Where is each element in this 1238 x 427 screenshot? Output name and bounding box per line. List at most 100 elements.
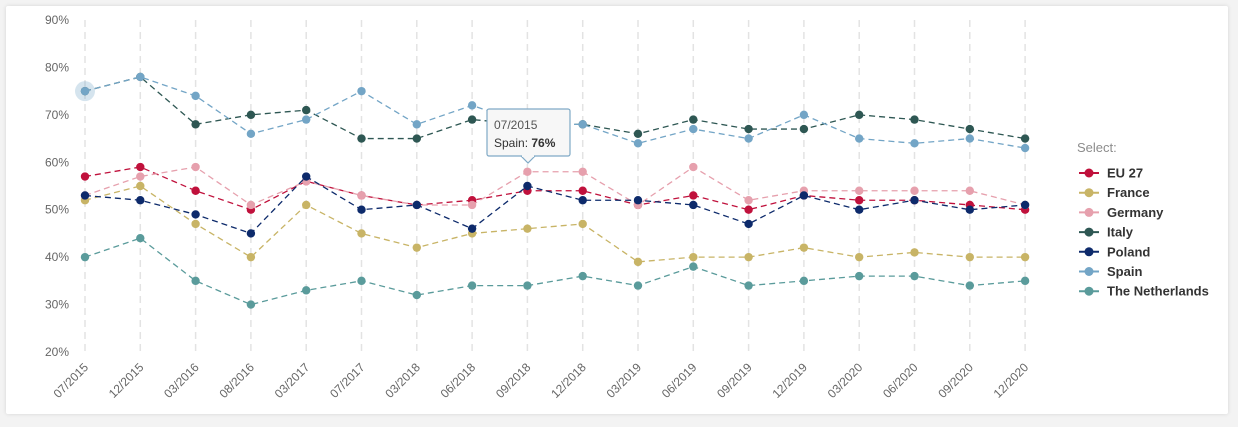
data-point[interactable]	[799, 124, 809, 134]
data-point[interactable]	[578, 219, 587, 229]
data-point[interactable]	[246, 252, 256, 262]
data-point[interactable]	[965, 281, 974, 290]
data-point[interactable]	[523, 281, 532, 290]
data-point[interactable]	[357, 86, 366, 96]
data-point[interactable]	[302, 200, 311, 210]
data-point[interactable]	[633, 257, 643, 267]
data-point[interactable]	[744, 205, 753, 214]
data-point[interactable]	[689, 262, 698, 271]
data-point[interactable]	[136, 196, 145, 205]
data-point[interactable]	[578, 186, 587, 195]
data-point[interactable]	[855, 110, 864, 120]
data-point[interactable]	[910, 139, 919, 148]
data-point[interactable]	[799, 191, 809, 200]
data-point[interactable]	[910, 186, 919, 195]
data-point[interactable]	[136, 181, 145, 191]
data-point[interactable]	[191, 91, 200, 101]
data-point[interactable]	[191, 120, 200, 129]
series-germany[interactable]	[80, 162, 1030, 210]
data-point[interactable]	[744, 219, 753, 229]
data-point[interactable]	[467, 115, 477, 124]
data-point[interactable]	[855, 252, 864, 262]
data-point[interactable]	[357, 205, 366, 214]
data-point[interactable]	[578, 167, 587, 176]
data-point[interactable]	[357, 134, 366, 143]
legend-item-eu-27[interactable]: EU 27	[1079, 166, 1143, 181]
data-point[interactable]	[357, 276, 366, 286]
legend-item-the-netherlands[interactable]: The Netherlands	[1079, 284, 1209, 299]
data-point[interactable]	[467, 200, 477, 210]
data-point[interactable]	[1020, 143, 1030, 153]
data-point[interactable]	[191, 219, 200, 229]
data-point[interactable]	[1020, 252, 1030, 262]
data-point[interactable]	[1020, 134, 1030, 143]
data-point[interactable]	[799, 243, 809, 252]
data-point[interactable]	[689, 124, 698, 134]
data-point[interactable]	[689, 191, 698, 200]
data-point[interactable]	[136, 162, 145, 172]
data-point[interactable]	[965, 186, 974, 195]
data-point[interactable]	[302, 105, 311, 115]
data-point[interactable]	[246, 200, 256, 210]
data-point[interactable]	[744, 134, 753, 143]
series-the-netherlands[interactable]	[80, 233, 1030, 309]
data-point[interactable]	[744, 281, 753, 290]
data-point[interactable]	[136, 72, 145, 82]
series-poland[interactable]	[80, 172, 1030, 238]
legend-item-spain[interactable]: Spain	[1079, 264, 1142, 279]
data-point[interactable]	[578, 271, 587, 281]
legend-item-poland[interactable]: Poland	[1079, 244, 1150, 259]
data-point[interactable]	[246, 110, 256, 120]
data-point[interactable]	[191, 186, 200, 195]
data-point[interactable]	[412, 290, 421, 300]
data-point[interactable]	[633, 129, 643, 139]
data-point[interactable]	[965, 205, 974, 214]
data-point[interactable]	[467, 281, 477, 290]
series-france[interactable]	[80, 181, 1030, 267]
data-point[interactable]	[799, 110, 809, 120]
data-point[interactable]	[191, 276, 200, 286]
data-point[interactable]	[633, 139, 643, 148]
data-point[interactable]	[467, 224, 477, 233]
data-point[interactable]	[910, 196, 919, 205]
data-point[interactable]	[80, 172, 90, 181]
data-point[interactable]	[80, 86, 90, 96]
data-point[interactable]	[246, 300, 256, 309]
data-point[interactable]	[523, 224, 532, 233]
data-point[interactable]	[855, 186, 864, 195]
data-point[interactable]	[855, 205, 864, 214]
data-point[interactable]	[578, 196, 587, 205]
data-point[interactable]	[965, 124, 974, 134]
data-point[interactable]	[744, 124, 753, 134]
data-point[interactable]	[1020, 200, 1030, 210]
data-point[interactable]	[412, 120, 421, 129]
data-point[interactable]	[689, 115, 698, 124]
data-point[interactable]	[357, 191, 366, 200]
data-point[interactable]	[302, 286, 311, 295]
data-point[interactable]	[1020, 276, 1030, 286]
data-point[interactable]	[965, 134, 974, 143]
data-point[interactable]	[412, 134, 421, 143]
data-point[interactable]	[412, 200, 421, 210]
data-point[interactable]	[136, 172, 145, 181]
data-point[interactable]	[689, 252, 698, 262]
data-point[interactable]	[799, 276, 809, 286]
data-point[interactable]	[633, 281, 643, 290]
data-point[interactable]	[191, 162, 200, 172]
legend-item-france[interactable]: France	[1079, 185, 1150, 200]
series-eu-27[interactable]	[80, 162, 1030, 214]
data-point[interactable]	[302, 115, 311, 124]
data-point[interactable]	[689, 162, 698, 172]
data-point[interactable]	[910, 248, 919, 257]
legend-item-germany[interactable]: Germany	[1079, 205, 1164, 220]
data-point[interactable]	[965, 252, 974, 262]
data-point[interactable]	[80, 191, 90, 200]
data-point[interactable]	[246, 229, 256, 238]
data-point[interactable]	[744, 196, 753, 205]
data-point[interactable]	[357, 229, 366, 238]
data-point[interactable]	[910, 271, 919, 281]
data-point[interactable]	[910, 115, 919, 124]
data-point[interactable]	[633, 196, 643, 205]
data-point[interactable]	[136, 233, 145, 243]
data-point[interactable]	[80, 252, 90, 262]
